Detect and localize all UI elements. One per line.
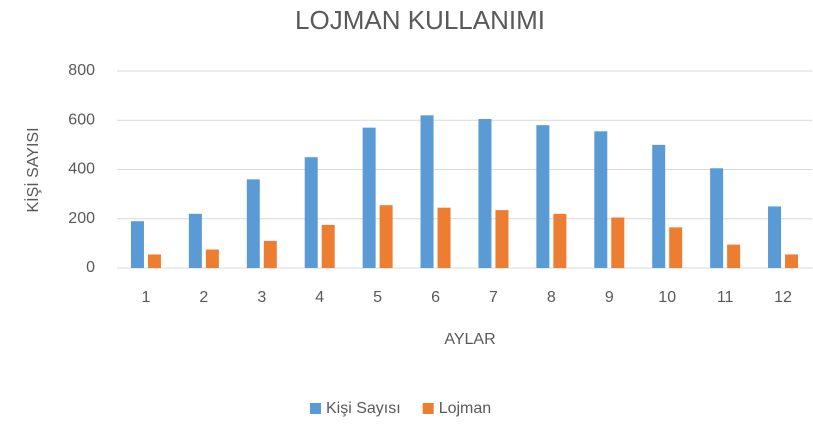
bar <box>652 144 666 268</box>
x-tick-label: 7 <box>489 289 498 306</box>
bar <box>246 179 260 268</box>
bar <box>495 210 509 268</box>
legend-label: Kişi Sayısı <box>326 400 401 417</box>
x-tick-label: 1 <box>142 289 151 306</box>
x-tick-label: 10 <box>658 289 676 306</box>
y-tick-label: 200 <box>68 210 95 227</box>
bar <box>147 254 161 268</box>
bar <box>785 254 799 268</box>
bar <box>768 206 782 268</box>
bar <box>205 249 219 268</box>
legend-swatch <box>422 403 434 414</box>
x-tick-label: 4 <box>315 289 324 306</box>
bar <box>437 207 451 268</box>
legend-swatch <box>310 403 321 414</box>
bar <box>420 115 434 268</box>
bar <box>710 168 724 268</box>
bar <box>478 119 492 268</box>
bar <box>594 131 608 268</box>
y-tick-label: 800 <box>68 62 95 79</box>
x-tick-label: 2 <box>199 289 208 306</box>
bar <box>727 244 741 268</box>
bar <box>379 205 393 268</box>
bar <box>362 127 376 268</box>
x-tick-label: 5 <box>373 289 382 306</box>
x-tick-label: 3 <box>257 289 266 306</box>
x-tick-label: 9 <box>605 289 614 306</box>
bar <box>536 125 550 268</box>
x-axis-label: AYLAR <box>444 331 495 348</box>
y-tick-label: 0 <box>86 259 95 276</box>
bar <box>188 213 202 268</box>
chart-title: LOJMAN KULLANIMI <box>295 5 545 35</box>
x-tick-label: 12 <box>774 289 792 306</box>
y-tick-label: 600 <box>68 111 95 128</box>
y-tick-label: 400 <box>68 161 95 178</box>
y-axis-label: KİŞİ SAYISI <box>23 127 42 212</box>
bar <box>553 213 567 268</box>
bar <box>669 227 683 268</box>
legend-label: Lojman <box>439 400 491 417</box>
x-tick-label: 11 <box>717 289 734 306</box>
bar <box>304 157 318 268</box>
x-tick-label: 8 <box>547 289 556 306</box>
bar <box>321 224 335 268</box>
bar <box>611 217 625 268</box>
x-tick-label: 6 <box>431 289 440 306</box>
bar <box>130 221 144 268</box>
bar <box>263 240 277 268</box>
